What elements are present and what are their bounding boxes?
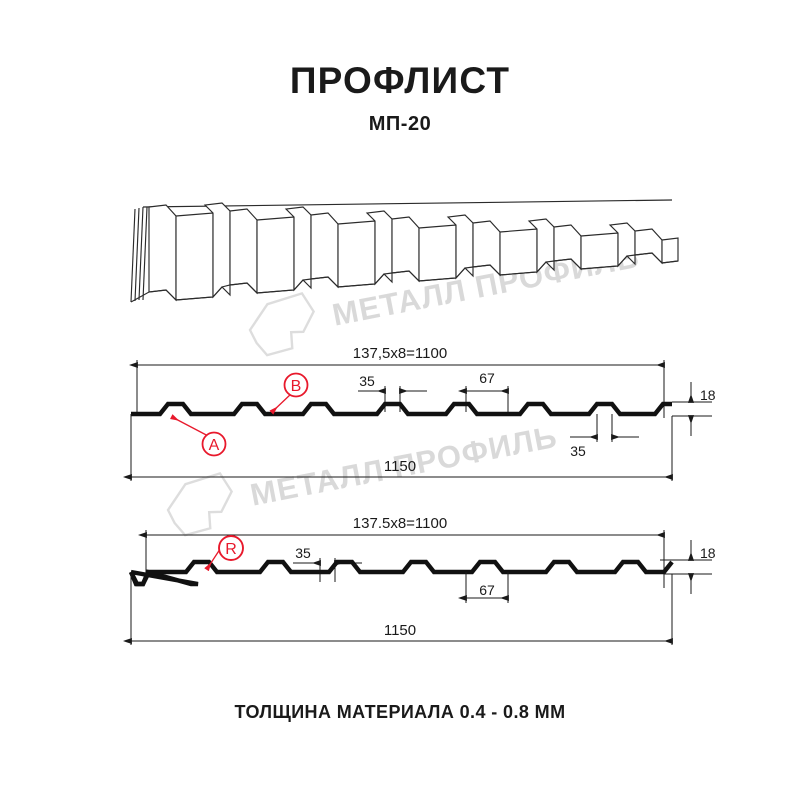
dim-pitch-total-a <box>128 360 665 418</box>
dim-overall-a <box>122 414 673 481</box>
footer-block: ТОЛЩИНА МАТЕРИАЛА 0.4 - 0.8 ММ <box>0 702 800 723</box>
dim-rib-top-a <box>358 386 427 412</box>
dim-label-valley-a: 67 <box>479 370 495 386</box>
profile-outline-a <box>131 401 672 417</box>
dim-label-overall-r: 1150 <box>384 622 416 639</box>
dim-label-overall-a: 1150 <box>384 458 416 475</box>
dim-valley-r <box>457 572 509 603</box>
dim-label-rib-top-a: 35 <box>359 373 375 389</box>
dim-label-rib-top-r: 35 <box>295 545 311 561</box>
dim-label-rib-bottom-a: 35 <box>570 443 586 459</box>
balloon-a: A <box>169 414 227 457</box>
balloon-label-a: A <box>209 437 220 454</box>
dim-rib-bottom-a <box>570 414 639 442</box>
section-view-r: 137.5x8=1100 35 67 18 <box>122 515 716 645</box>
balloon-label-r: R <box>225 541 237 558</box>
dim-height-a <box>672 382 712 436</box>
iso-cut-edge <box>130 206 148 303</box>
dim-pitch-total-r <box>137 530 665 588</box>
dim-overall-r <box>122 574 673 645</box>
dim-valley-a <box>457 386 509 412</box>
isometric-view <box>130 199 679 303</box>
dim-label-height-a: 18 <box>700 387 716 403</box>
dim-label-pitch-total-a: 137,5x8=1100 <box>353 345 447 362</box>
balloon-b: B <box>269 372 309 415</box>
balloon-r: R <box>204 535 244 572</box>
material-thickness-note: ТОЛЩИНА МАТЕРИАЛА 0.4 - 0.8 ММ <box>234 702 566 722</box>
balloon-label-b: B <box>291 378 302 395</box>
profile-outline-r-main <box>129 559 674 587</box>
dim-label-height-r: 18 <box>700 545 716 561</box>
section-view-a: 137,5x8=1100 35 67 18 <box>122 345 716 481</box>
iso-back-edge <box>142 199 673 208</box>
dim-label-valley-r: 67 <box>479 582 495 598</box>
dim-label-pitch-total-r: 137.5x8=1100 <box>353 515 447 532</box>
iso-front-edge <box>130 252 679 303</box>
